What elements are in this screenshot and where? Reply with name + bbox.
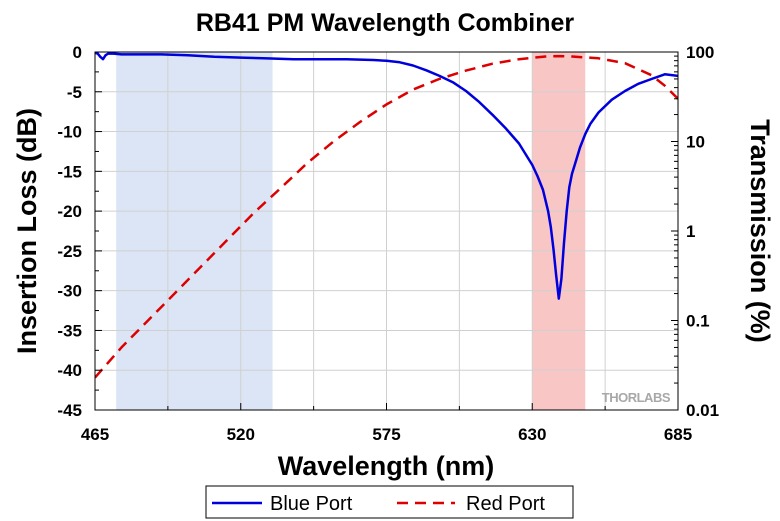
thorlabs-watermark: THORLABS <box>602 390 671 405</box>
legend-label-red-port: Red Port <box>466 493 545 515</box>
y2-tick-label: 0.01 <box>686 401 719 420</box>
x-tick-label: 465 <box>81 425 109 444</box>
tick-labels: 465 520 575 630 685 0 -5 -10 -15 -20 -25 -30 -35 -40 -… <box>57 43 719 444</box>
axis-ticks <box>94 51 679 411</box>
x-tick-label: 685 <box>664 425 692 444</box>
series-layer <box>95 52 678 379</box>
y-tick-label: -45 <box>57 401 82 420</box>
grid <box>95 52 678 410</box>
y-tick-label: -5 <box>67 83 82 102</box>
y-tick-label: 0 <box>73 43 82 62</box>
y-tick-label: -25 <box>57 242 82 261</box>
y2-tick-label: 10 <box>686 133 705 152</box>
x-tick-label: 575 <box>372 425 400 444</box>
legend-box <box>205 485 574 519</box>
y-tick-label: -30 <box>57 282 82 301</box>
y-tick-label: -35 <box>57 321 82 340</box>
legend: Blue Port Red Port <box>205 485 574 519</box>
y2-tick-label: 100 <box>686 43 714 62</box>
y-tick-label: -40 <box>57 361 82 380</box>
y-tick-label: -10 <box>57 123 82 142</box>
shaded-band-1 <box>532 52 586 410</box>
shaded-bands <box>116 52 586 410</box>
legend-label-blue-port: Blue Port <box>270 493 353 515</box>
y2-tick-label: 1 <box>686 222 695 241</box>
y2-tick-label: 0.1 <box>686 312 710 331</box>
y-tick-label: -20 <box>57 202 82 221</box>
y2-axis-title: Transmission (%) <box>745 119 775 343</box>
x-tick-label: 630 <box>518 425 546 444</box>
series-line-blue-port <box>95 52 678 300</box>
y-axis-title: Insertion Loss (dB) <box>12 108 42 354</box>
y-tick-label: -15 <box>57 162 82 181</box>
chart-title: RB41 PM Wavelength Combiner <box>196 9 575 37</box>
shaded-band-0 <box>116 52 273 410</box>
x-axis-title: Wavelength (nm) <box>278 451 495 481</box>
x-tick-label: 520 <box>227 425 255 444</box>
series-line-red-port <box>95 54 678 379</box>
